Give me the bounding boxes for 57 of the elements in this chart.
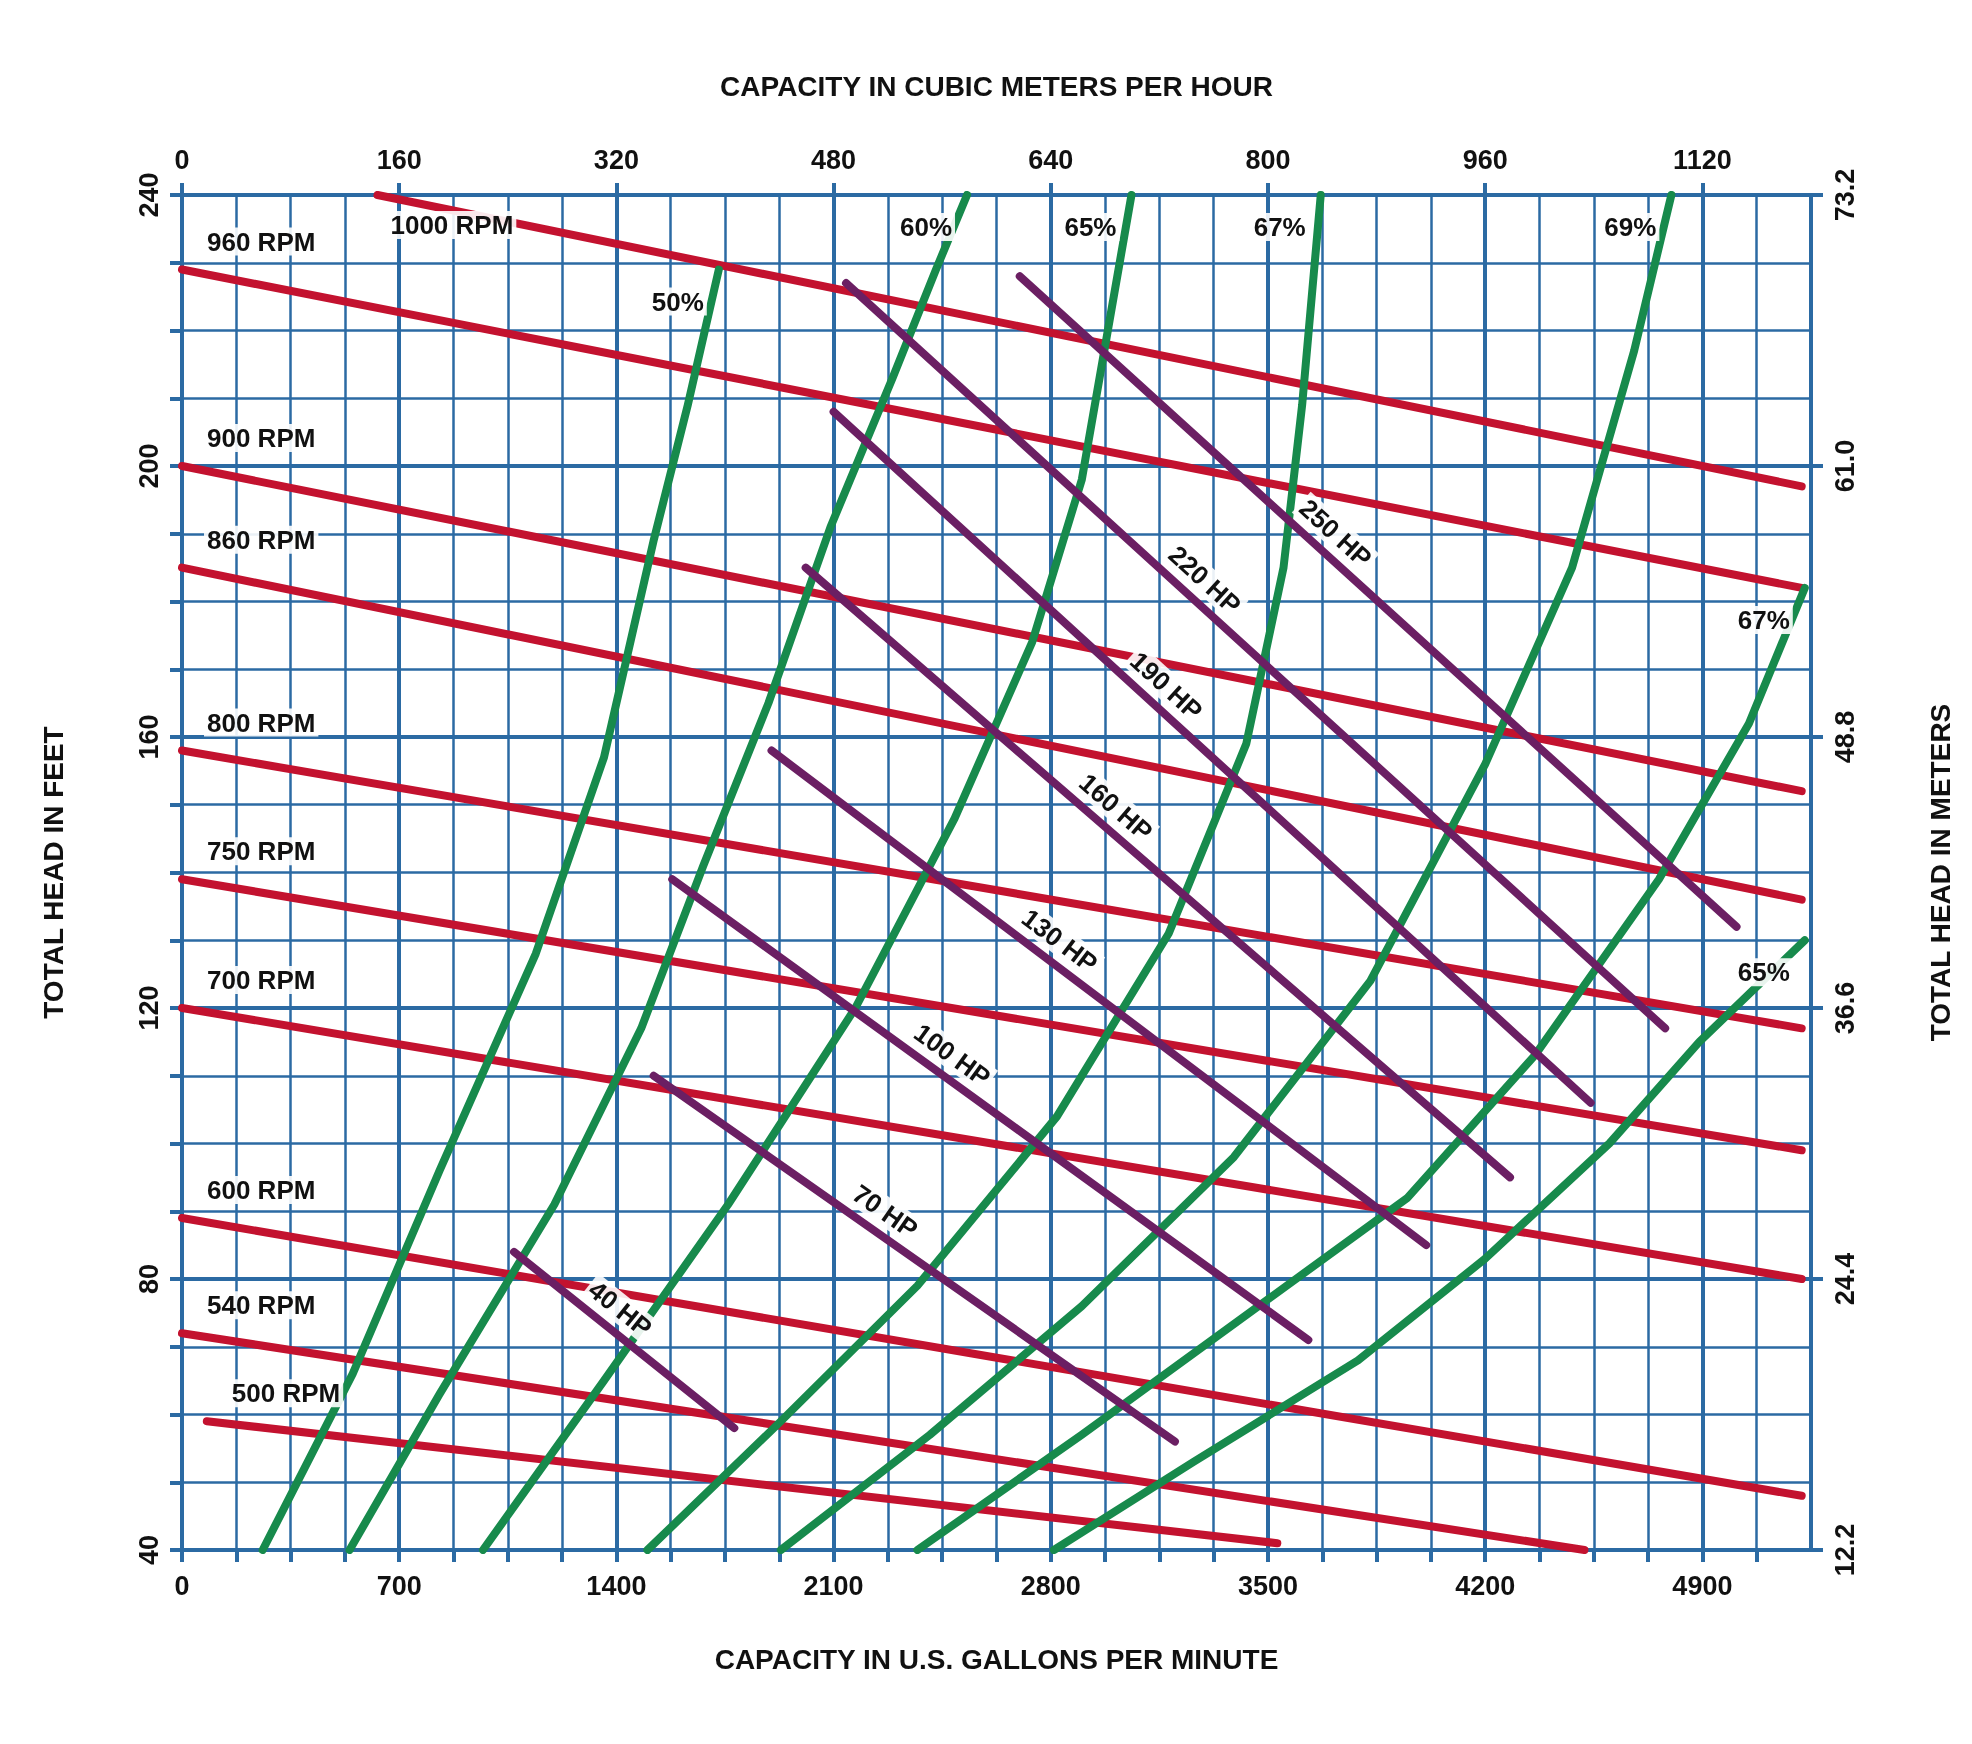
x-axis-title: CAPACITY IN U.S. GALLONS PER MINUTE xyxy=(714,1643,1279,1675)
series-label: 65% xyxy=(1064,212,1117,242)
x2-axis-title: CAPACITY IN CUBIC METERS PER HOUR xyxy=(720,70,1273,102)
y2-tick-label: 24.4 xyxy=(1829,1252,1860,1306)
series-label: 500 RPM xyxy=(231,1378,341,1409)
text: 40 HP xyxy=(582,1274,658,1343)
text: 160 HP xyxy=(1073,767,1159,847)
x2-tick-label: 640 xyxy=(1028,144,1074,175)
x-tick-label: 3500 xyxy=(1237,1570,1299,1601)
series-label: 900 RPM xyxy=(207,423,316,453)
y2-tick-label: 48.8 xyxy=(1829,710,1860,764)
x-tick-label: 2800 xyxy=(1020,1570,1081,1601)
x-tick-label: 2100 xyxy=(803,1570,864,1601)
series-label: 600 RPM xyxy=(207,1175,316,1206)
y-tick-label: 80 xyxy=(133,1263,164,1295)
x-tick-label: 4900 xyxy=(1672,1570,1733,1601)
series-label: 800 RPM xyxy=(207,707,316,738)
text: 70 HP xyxy=(847,1178,924,1245)
text: 250 HP xyxy=(1293,492,1378,574)
series-label: 50% xyxy=(651,286,704,317)
text: 100 HP xyxy=(908,1017,997,1093)
x2-tick-label: 800 xyxy=(1245,144,1291,175)
y-tick-label: 120 xyxy=(133,985,164,1031)
series-label: 67% xyxy=(1253,212,1306,242)
text: 190 HP xyxy=(1124,645,1209,727)
y2-axis-title: TOTAL HEAD IN METERS xyxy=(1924,703,1956,1042)
series-label: 69% xyxy=(1604,212,1657,242)
y-tick-label: 40 xyxy=(133,1534,164,1566)
series-label: 1000 RPM xyxy=(390,210,514,240)
x2-tick-label: 160 xyxy=(376,144,422,175)
y2-tick-label: 61.0 xyxy=(1829,439,1860,493)
text: 220 HP xyxy=(1162,539,1248,621)
series-label: 65% xyxy=(1737,957,1790,988)
y-tick-label: 200 xyxy=(133,443,164,489)
x-tick-label: 4200 xyxy=(1455,1570,1516,1601)
series-label: 540 RPM xyxy=(207,1290,316,1321)
series-label: 860 RPM xyxy=(207,524,316,555)
series-label: 700 RPM xyxy=(207,965,316,995)
series-label: 960 RPM xyxy=(207,226,316,257)
y2-tick-label: 12.2 xyxy=(1829,1523,1860,1577)
x2-tick-label: 0 xyxy=(174,144,190,175)
x2-tick-label: 1120 xyxy=(1673,144,1732,175)
y2-tick-label: 73.2 xyxy=(1829,168,1860,222)
x2-tick-label: 960 xyxy=(1462,144,1508,175)
series-label: 750 RPM xyxy=(207,836,316,867)
x2-tick-label: 480 xyxy=(811,144,857,175)
y2-tick-label: 36.6 xyxy=(1829,981,1860,1035)
x-tick-label: 0 xyxy=(174,1570,190,1601)
x-tick-label: 1400 xyxy=(586,1570,647,1601)
series-label: 60% xyxy=(899,212,953,242)
y-tick-label: 160 xyxy=(133,714,164,760)
y-axis-title: TOTAL HEAD IN FEET xyxy=(37,726,69,1019)
x2-tick-label: 320 xyxy=(593,144,639,175)
text: 130 HP xyxy=(1016,902,1104,979)
x-tick-label: 700 xyxy=(376,1570,422,1601)
series-label: 67% xyxy=(1737,604,1790,635)
y-tick-label: 240 xyxy=(133,172,164,218)
